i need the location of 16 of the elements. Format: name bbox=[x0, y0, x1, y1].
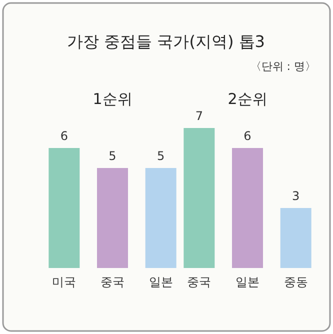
x-tick-label: 중동 bbox=[284, 275, 308, 289]
data-label: 6 bbox=[60, 129, 68, 143]
data-label: 6 bbox=[244, 129, 252, 143]
x-tick-label: 중국 bbox=[187, 275, 212, 289]
data-label: 3 bbox=[292, 189, 300, 203]
text: 가장 중점들 국가(지역) 톱3 bbox=[67, 32, 265, 51]
data-label: 5 bbox=[108, 149, 116, 163]
chart-title: 1순위 bbox=[92, 90, 132, 108]
data-label: 5 bbox=[157, 149, 165, 163]
x-tick-label: 일본 bbox=[236, 275, 260, 289]
x-tick-label: 미국 bbox=[52, 275, 76, 289]
x-tick-label: 일본 bbox=[148, 275, 173, 289]
x-tick-label: 중국 bbox=[100, 275, 124, 289]
text: 〈단위 : 명〉 bbox=[250, 60, 316, 73]
chart-title: 2순위 bbox=[228, 90, 268, 108]
data-label: 7 bbox=[195, 109, 203, 123]
